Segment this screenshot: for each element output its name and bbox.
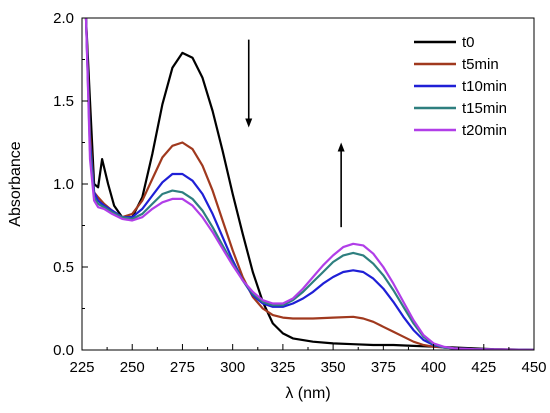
y-tick-label: 1.5 bbox=[53, 93, 74, 110]
legend-label: t20min bbox=[462, 122, 507, 139]
x-tick-label: 400 bbox=[421, 359, 446, 376]
plot-area bbox=[84, 18, 534, 350]
legend-item-t20min: t20min bbox=[414, 122, 507, 139]
x-axis-title: λ (nm) bbox=[285, 385, 330, 402]
legend-label: t0 bbox=[462, 34, 475, 51]
arrow-down bbox=[245, 39, 253, 128]
legend: t0 t5min t10min t15min t20min bbox=[414, 34, 507, 139]
x-tick-label: 250 bbox=[120, 359, 145, 376]
series-line-t0 bbox=[84, 18, 534, 350]
legend-item-t10min: t10min bbox=[414, 78, 507, 95]
y-tick-label: 1.0 bbox=[53, 176, 74, 193]
legend-label: t10min bbox=[462, 78, 507, 95]
x-tick-label: 225 bbox=[69, 359, 94, 376]
y-axis-ticks: 0.0 0.5 1.0 1.5 2.0 bbox=[53, 10, 88, 359]
x-tick-label: 275 bbox=[170, 359, 195, 376]
x-tick-label: 300 bbox=[220, 359, 245, 376]
legend-label: t5min bbox=[462, 56, 499, 73]
x-tick-label: 375 bbox=[371, 359, 396, 376]
legend-item-t5min: t5min bbox=[414, 56, 499, 73]
legend-item-t15min: t15min bbox=[414, 100, 507, 117]
series-line-t5min bbox=[84, 18, 534, 350]
series-line-t20min bbox=[84, 18, 534, 350]
x-tick-label: 450 bbox=[521, 359, 546, 376]
x-axis-ticks: 225 250 275 300 325 350 375 400 425 450 bbox=[69, 344, 547, 376]
legend-label: t15min bbox=[462, 100, 507, 117]
y-tick-label: 0.5 bbox=[53, 259, 74, 276]
y-tick-label: 0.0 bbox=[53, 342, 74, 359]
x-tick-label: 325 bbox=[270, 359, 295, 376]
y-axis-title: Absorbance bbox=[7, 141, 24, 226]
series-line-t10min bbox=[84, 18, 534, 350]
x-tick-label: 350 bbox=[321, 359, 346, 376]
legend-item-t0: t0 bbox=[414, 34, 475, 51]
arrow-up bbox=[337, 142, 345, 228]
y-tick-label: 2.0 bbox=[53, 10, 74, 27]
x-tick-label: 425 bbox=[471, 359, 496, 376]
